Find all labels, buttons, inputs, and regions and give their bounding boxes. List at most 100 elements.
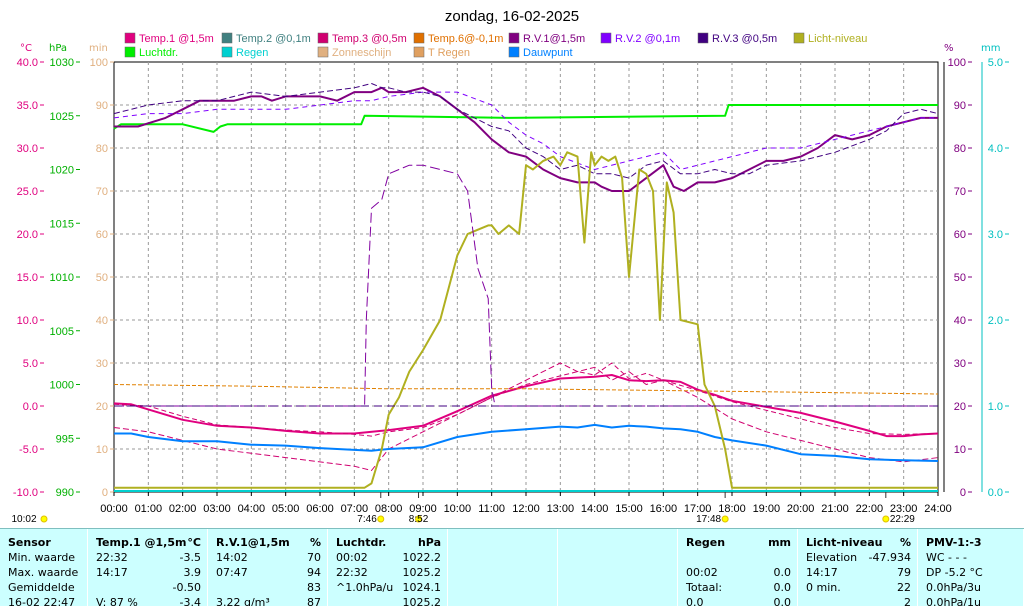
table-row: 0.0hPa/3u <box>918 580 1023 595</box>
table-cell-label: ^1.0hPa/u <box>336 581 394 594</box>
table-cell-label: 0.0hPa/3u <box>926 581 982 594</box>
table-row <box>558 550 677 565</box>
minutes-tick-label: 40 <box>96 315 108 327</box>
rain-tick-label: 4.0 <box>988 143 1003 155</box>
legend-label: Licht-niveau <box>808 33 867 45</box>
legend-label: Dauwpunt <box>523 47 573 59</box>
table-cell-label: Regen <box>686 536 726 549</box>
x-axis: 00:00 01:00 02:00 03:00 04:00 05:00 06:00 07:00… <box>100 492 952 515</box>
table-cell-label: 0.0hPa/1u <box>926 596 982 606</box>
table-cell-value: 87 <box>307 596 321 606</box>
table-column: Licht-niveau% Elevation -47.934 14:17 79 0 mi… <box>798 529 918 606</box>
x-tick-label: 03:00 <box>203 503 231 515</box>
x-tick-label: 08:00 <box>375 503 403 515</box>
table-column <box>558 529 678 606</box>
temp-tick-label: 10.0 <box>17 315 38 327</box>
rain-tick-label: 1.0 <box>988 401 1003 413</box>
table-row <box>558 595 677 606</box>
x-tick-label: 16:00 <box>650 503 678 515</box>
table-column: Sensor Min. waarde Max. waarde Gemiddelde 16… <box>0 529 88 606</box>
x-tick-label: 10:00 <box>444 503 472 515</box>
table-cell-label: 16-02 22:47 <box>8 596 76 606</box>
table-row: Min. waarde <box>0 550 87 565</box>
table-row <box>448 550 557 565</box>
series-line-temp-3-0-5m <box>113 362 939 437</box>
temp-tick-label: 15.0 <box>17 272 38 284</box>
table-cell-label: V: 87 % <box>96 596 138 606</box>
table-row: 14:17 79 <box>798 565 917 580</box>
legend-label: R.V.2 @0,1m <box>615 33 680 45</box>
legend-swatch <box>317 46 329 58</box>
unit-percent-left: % <box>944 43 954 54</box>
x-tick-label: 17:00 <box>684 503 712 515</box>
table-cell-value: -3.4 <box>179 596 201 606</box>
legend: Temp.1 @1,5m Temp.2 @0,1m Temp.3 @0,5m Temp… <box>124 32 867 59</box>
table-row: 3.22 g/m³ 87 <box>208 595 327 606</box>
table-cell-label: 14:02 <box>216 551 248 564</box>
table-row: 07:47 94 <box>208 565 327 580</box>
series-line-temp-2-0-1m <box>113 362 939 471</box>
x-tick-label: 14:00 <box>581 503 609 515</box>
table-cell-label: Licht-niveau <box>806 536 883 549</box>
temp-tick-label: 20.0 <box>17 229 38 241</box>
table-row: 0 min. 22 <box>798 580 917 595</box>
table-cell-label: 00:02 <box>336 551 368 564</box>
table-row: 0.0 0.0 <box>678 595 797 606</box>
sun-markers: 10:02 7:46 8:52 17:48 22:29 <box>11 492 915 525</box>
table-cell-label: DP -5.2 °C <box>926 566 983 579</box>
plot-area <box>113 83 939 492</box>
table-row: 83 <box>208 580 327 595</box>
table-cell-label: Totaal: <box>686 581 723 594</box>
table-header: Sensor <box>0 535 87 550</box>
x-tick-label: 15:00 <box>615 503 643 515</box>
legend-swatch <box>697 32 709 44</box>
legend-swatch <box>221 46 233 58</box>
legend-label: Temp.3 @0,5m <box>332 33 407 45</box>
x-tick-label: 21:00 <box>821 503 849 515</box>
table-cell-value: 94 <box>307 566 321 579</box>
table-column <box>448 529 558 606</box>
percent-tick-label: 30 <box>954 358 966 370</box>
table-row: 2 <box>798 595 917 606</box>
table-row: Totaal: 0.0 <box>678 580 797 595</box>
summary-table: Sensor Min. waarde Max. waarde Gemiddelde 16… <box>0 528 1024 606</box>
table-cell-value: -0.50 <box>172 581 201 594</box>
legend-label: Zonneschijn <box>332 47 391 59</box>
x-tick-label: 06:00 <box>306 503 334 515</box>
table-row <box>448 580 557 595</box>
unit-pressure: hPa <box>49 43 67 54</box>
minutes-tick-label: 90 <box>96 100 108 112</box>
table-cell-label: Max. waarde <box>8 566 79 579</box>
table-row: ^1.0hPa/u 1024.1 <box>328 580 447 595</box>
legend-swatch <box>124 46 136 58</box>
x-tick-label: 13:00 <box>547 503 575 515</box>
legend-label: R.V.1@1,5m <box>523 33 585 45</box>
table-cell-value: 0.0 <box>773 596 792 606</box>
table-row <box>448 595 557 606</box>
sunset-label: 17:48 <box>696 514 721 525</box>
x-tick-label: 02:00 <box>169 503 197 515</box>
table-cell-value: -3.5 <box>179 551 201 564</box>
x-tick-label: 23:00 <box>890 503 918 515</box>
table-row: -0.50 <box>88 580 207 595</box>
table-cell-value: % <box>309 536 321 549</box>
table-cell-value: -47.934 <box>868 551 911 564</box>
legend-label: Regen <box>236 47 268 59</box>
table-header <box>448 535 557 550</box>
table-row: 22:32 1025.2 <box>328 565 447 580</box>
table-row: 14:17 3.9 <box>88 565 207 580</box>
table-cell-value: 2 <box>904 596 911 606</box>
noon-icon <box>415 515 423 523</box>
pressure-tick-label: 1010 <box>50 272 74 284</box>
table-cell-value: 1022.2 <box>402 551 442 564</box>
pressure-tick-label: 995 <box>56 433 74 445</box>
x-tick-label: 05:00 <box>272 503 300 515</box>
legend-label: R.V.3 @0,5m <box>712 33 777 45</box>
table-cell-label: Temp.1 @1,5m <box>96 536 187 549</box>
table-row <box>558 580 677 595</box>
pressure-tick-label: 1005 <box>50 326 74 338</box>
temp-tick-label: 30.0 <box>17 143 38 155</box>
minutes-tick-label: 20 <box>96 401 108 413</box>
x-tick-label: 11:00 <box>478 503 505 515</box>
unit-rain: mm <box>981 43 1000 54</box>
